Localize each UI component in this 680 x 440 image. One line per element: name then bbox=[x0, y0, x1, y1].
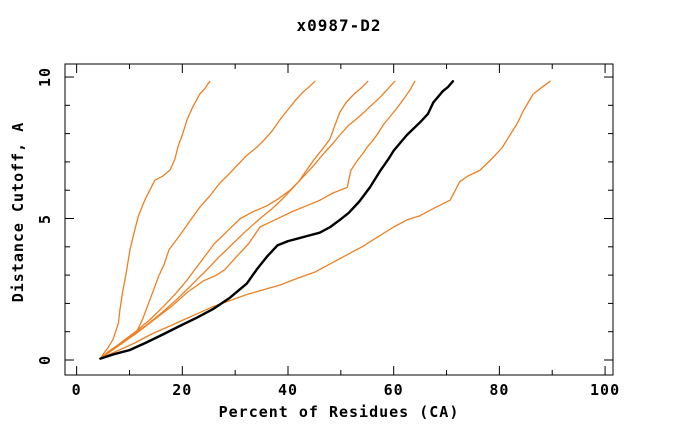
model-curve-6 bbox=[99, 80, 551, 360]
model-curve-3 bbox=[99, 80, 369, 360]
y-tick-label: 5 bbox=[36, 213, 54, 224]
x-tick-label: 80 bbox=[489, 381, 510, 399]
y-axis-title: Distance Cutoff, A bbox=[9, 121, 27, 303]
model-curve-4 bbox=[99, 80, 396, 360]
reference-curve bbox=[99, 80, 455, 360]
y-tick-label: 10 bbox=[36, 66, 54, 88]
x-axis-title: Percent of Residues (CA) bbox=[218, 403, 460, 421]
model-curve-2 bbox=[99, 80, 316, 360]
x-tick-label: 100 bbox=[590, 381, 621, 399]
y-tick-label: 0 bbox=[36, 354, 54, 366]
plot-frame bbox=[64, 63, 614, 376]
model-curve-1 bbox=[99, 80, 211, 360]
x-tick-label: 20 bbox=[172, 381, 193, 399]
x-tick-label: 60 bbox=[383, 381, 404, 399]
x-tick-label: 0 bbox=[71, 381, 82, 399]
model-curve-5 bbox=[99, 80, 416, 360]
chart-title: x0987-D2 bbox=[296, 16, 382, 35]
x-tick-label: 40 bbox=[277, 381, 299, 399]
